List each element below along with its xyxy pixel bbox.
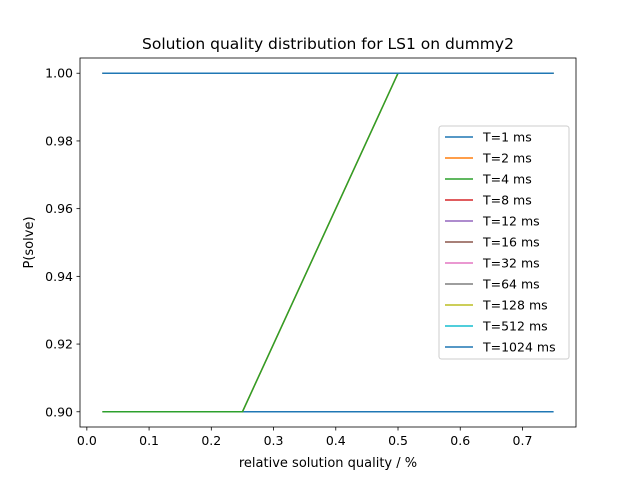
legend-entry: T=1024 ms bbox=[482, 340, 556, 355]
legend-box bbox=[438, 125, 570, 360]
legend: T=1 ms T=2 ms T=4 ms T=8 ms T=12 ms T=16 ms T=… bbox=[438, 125, 570, 360]
x-tick-label: 0.2 bbox=[201, 433, 221, 448]
legend-entry: T=12 ms bbox=[482, 214, 540, 229]
y-tick-label: 0.94 bbox=[45, 269, 73, 284]
legend-entry: T=4 ms bbox=[482, 172, 532, 187]
legend-entry: T=32 ms bbox=[482, 256, 540, 271]
y-tick-label: 0.90 bbox=[45, 404, 73, 419]
legend-entry: T=16 ms bbox=[482, 235, 540, 250]
y-tick-label: 0.98 bbox=[45, 133, 73, 148]
legend-entry: T=2 ms bbox=[482, 151, 532, 166]
y-axis: 0.90 0.92 0.94 0.96 0.98 1.00 bbox=[45, 66, 80, 419]
legend-entry: T=1 ms bbox=[482, 130, 532, 145]
axes-frame bbox=[79, 57, 577, 428]
plot-area bbox=[79, 57, 577, 428]
legend-entry: T=8 ms bbox=[482, 193, 532, 208]
x-axis-label: relative solution quality / % bbox=[239, 456, 417, 471]
y-tick-label: 1.00 bbox=[45, 66, 73, 81]
legend-entry: T=128 ms bbox=[482, 298, 548, 313]
x-axis: 0.0 0.1 0.2 0.3 0.4 0.5 0.6 0.7 bbox=[77, 427, 533, 448]
x-tick-label: 0.4 bbox=[326, 433, 346, 448]
chart-title: Solution quality distribution for LS1 on… bbox=[142, 35, 514, 53]
y-tick-label: 0.92 bbox=[45, 337, 73, 352]
y-axis-label: P(solve) bbox=[22, 216, 37, 268]
legend-entry: T=64 ms bbox=[482, 277, 540, 292]
x-tick-label: 0.1 bbox=[139, 433, 159, 448]
series-layer bbox=[102, 72, 554, 413]
x-tick-label: 0.0 bbox=[77, 433, 97, 448]
x-tick-label: 0.5 bbox=[388, 433, 408, 448]
y-tick-label: 0.96 bbox=[45, 201, 73, 216]
x-tick-label: 0.6 bbox=[450, 433, 470, 448]
x-tick-label: 0.7 bbox=[513, 433, 533, 448]
legend-entry: T=512 ms bbox=[482, 319, 548, 334]
x-tick-label: 0.3 bbox=[264, 433, 284, 448]
